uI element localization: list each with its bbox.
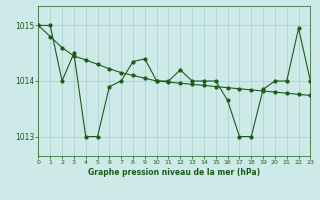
X-axis label: Graphe pression niveau de la mer (hPa): Graphe pression niveau de la mer (hPa)	[88, 168, 260, 177]
